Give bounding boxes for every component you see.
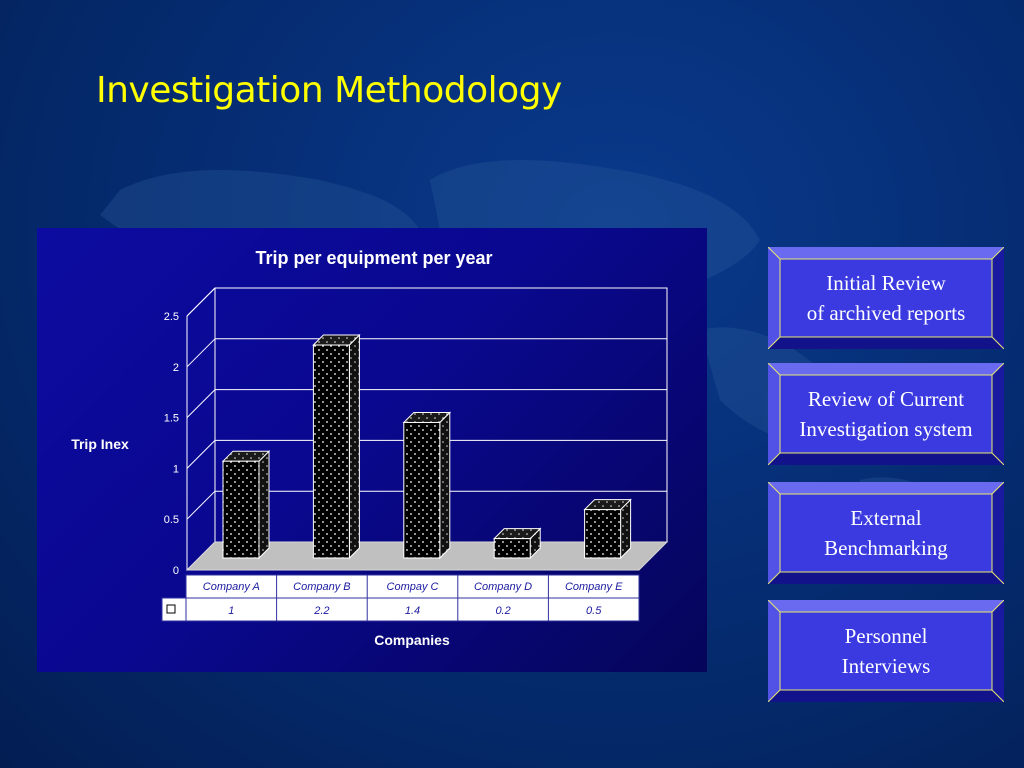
x-tick-label: Company B bbox=[293, 581, 350, 593]
bevel-box-icon bbox=[768, 363, 1004, 465]
process-box-current-system: Review of Current Investigation system bbox=[768, 363, 1004, 465]
chart-gridline bbox=[186, 338, 216, 368]
process-box-external-benchmarking: External Benchmarking bbox=[768, 482, 1004, 584]
chart-panel: Trip per equipment per year Trip Inex Co… bbox=[37, 228, 707, 672]
y-tick-label: 1.5 bbox=[164, 413, 179, 425]
process-box-label: Initial Review of archived reports bbox=[806, 271, 966, 325]
process-box-initial-review: Initial Review of archived reports bbox=[768, 247, 1004, 349]
data-label: 1.4 bbox=[405, 605, 420, 617]
x-tick-label: Compay C bbox=[387, 581, 439, 593]
x-tick-label: Company A bbox=[203, 581, 260, 593]
bar bbox=[221, 449, 271, 560]
bar bbox=[312, 333, 361, 560]
bar bbox=[492, 527, 542, 560]
y-tick-label: 0.5 bbox=[164, 514, 179, 526]
y-tick-label: 2.5 bbox=[164, 311, 179, 323]
y-tick-label: 1 bbox=[173, 463, 179, 475]
data-label: 1 bbox=[228, 605, 234, 617]
data-label: 0.2 bbox=[495, 605, 510, 617]
process-box-label: Personnel Interviews bbox=[841, 624, 931, 678]
chart-gridline bbox=[186, 440, 216, 469]
data-label: 2.2 bbox=[313, 605, 329, 617]
chart-gridline bbox=[186, 490, 216, 520]
y-axis-label: Trip Inex bbox=[71, 436, 129, 452]
x-tick-label: Company D bbox=[474, 581, 532, 593]
bevel-box-icon bbox=[768, 482, 1004, 584]
x-axis-label: Companies bbox=[374, 632, 450, 648]
data-label: 0.5 bbox=[586, 605, 602, 617]
bar bbox=[402, 411, 452, 560]
bar bbox=[583, 498, 632, 560]
legend-key-icon bbox=[166, 604, 176, 614]
bevel-box-icon bbox=[768, 600, 1004, 702]
process-box-label: External Benchmarking bbox=[824, 506, 948, 560]
data-table-row bbox=[161, 597, 640, 622]
x-tick-label: Company E bbox=[565, 581, 623, 593]
y-tick-label: 0 bbox=[173, 565, 179, 577]
chart-gridline bbox=[186, 389, 216, 418]
bevel-box-icon bbox=[768, 247, 1004, 349]
process-box-label: Review of Current Investigation system bbox=[799, 387, 973, 441]
y-tick-label: 2 bbox=[173, 362, 179, 374]
slide-title: Investigation Methodology bbox=[96, 70, 562, 111]
chart-title: Trip per equipment per year bbox=[255, 248, 492, 268]
chart-gridline bbox=[186, 287, 216, 317]
bar-chart: Trip per equipment per year Trip Inex Co… bbox=[71, 248, 669, 648]
process-box-personnel-interviews: Personnel Interviews bbox=[768, 600, 1004, 702]
